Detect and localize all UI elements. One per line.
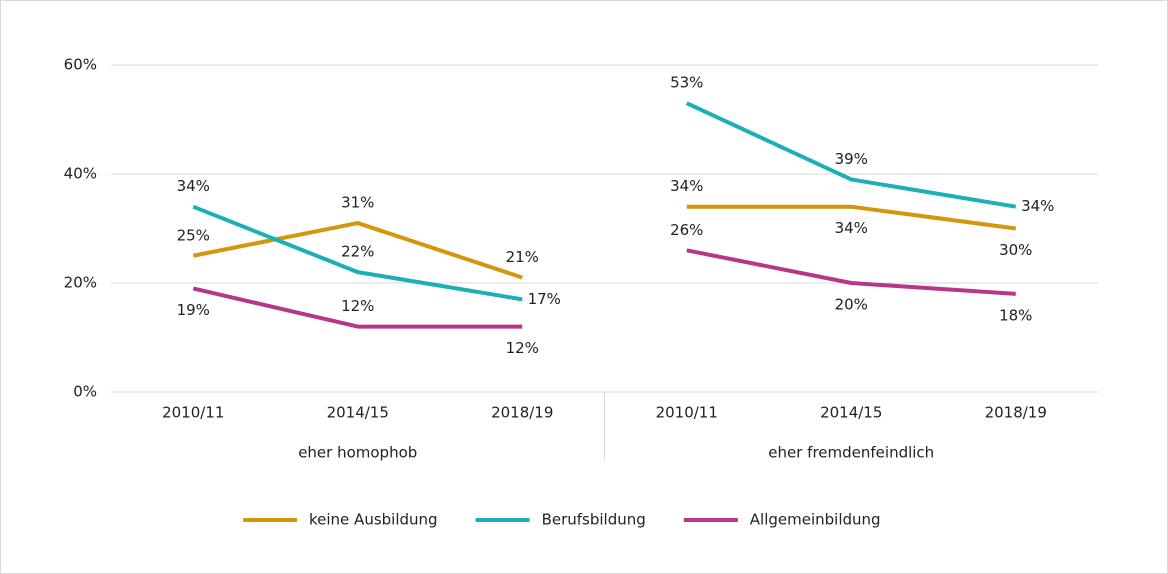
- legend-label: Berufsbildung: [542, 511, 646, 529]
- data-label: 39%: [835, 150, 868, 168]
- x-tick-label: 2018/19: [985, 404, 1047, 422]
- y-tick-label: 60%: [64, 56, 97, 74]
- data-label: 34%: [835, 219, 868, 237]
- data-label: 22%: [341, 243, 374, 261]
- group-label: eher homophob: [298, 444, 417, 462]
- data-label: 21%: [506, 248, 539, 266]
- data-label: 34%: [177, 177, 210, 195]
- series-line: [686, 204, 1017, 231]
- data-label: 25%: [177, 226, 210, 244]
- x-tick-label: 2010/11: [162, 404, 224, 422]
- x-tick-label: 2018/19: [491, 404, 553, 422]
- data-label: 53%: [670, 74, 703, 92]
- x-tick-label: 2014/15: [327, 404, 389, 422]
- data-label: 19%: [177, 301, 210, 319]
- data-label: 34%: [670, 177, 703, 195]
- y-tick-label: 0%: [73, 383, 97, 401]
- legend-label: Allgemeinbildung: [750, 511, 881, 529]
- series-line: [192, 286, 523, 329]
- data-label: 18%: [999, 306, 1032, 324]
- series-line: [192, 204, 523, 302]
- y-tick-label: 40%: [64, 165, 97, 183]
- x-tick-label: 2014/15: [820, 404, 882, 422]
- legend-label: keine Ausbildung: [309, 511, 438, 529]
- data-label: 31%: [341, 194, 374, 212]
- data-label: 30%: [999, 241, 1032, 259]
- x-tick-label: 2010/11: [656, 404, 718, 422]
- data-label: 20%: [835, 296, 868, 314]
- series-line: [686, 248, 1016, 296]
- data-label: 12%: [341, 297, 374, 315]
- series-line: [192, 221, 523, 280]
- group-label: eher fremdenfeindlich: [768, 444, 934, 462]
- data-label: 12%: [506, 339, 539, 357]
- series-line: [685, 101, 1017, 209]
- data-label: 17%: [528, 290, 561, 308]
- y-tick-label: 20%: [64, 274, 97, 292]
- data-label: 34%: [1021, 197, 1054, 215]
- data-label: 26%: [670, 221, 703, 239]
